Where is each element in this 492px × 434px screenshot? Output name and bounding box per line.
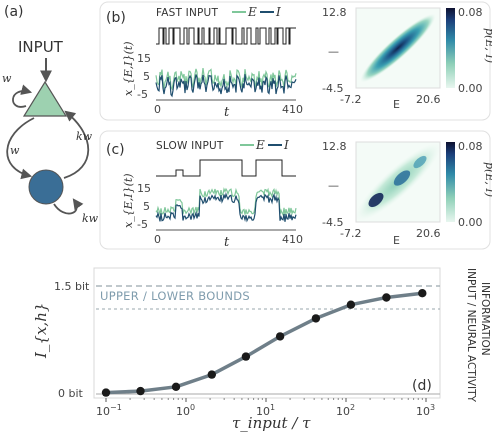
xtick-exp-4: 3 (430, 403, 435, 412)
fast-input-caption: FAST INPUT (156, 7, 218, 19)
info-curve-line (105, 291, 423, 395)
self-excitation-arrow (12, 84, 33, 108)
xtick-label-4: 103 (416, 403, 435, 418)
slow-ytick-15: 15 (137, 182, 151, 195)
info-point-0 (101, 388, 111, 397)
fast-xtick-0: 0 (154, 103, 161, 116)
info-point-7 (346, 300, 356, 309)
xtick-label-3: 102 (336, 403, 355, 418)
slow-input-wave (156, 159, 296, 177)
slow-trace-plot (155, 187, 297, 223)
fast-trace-e (155, 68, 297, 91)
fast-density-ytop: 12.8 (322, 6, 347, 19)
e-to-i-arrow (6, 117, 35, 180)
slow-cbar-bottom: 0.00 (458, 216, 483, 229)
kw-self-label: kw (82, 212, 99, 225)
fast-ytick-15: 15 (137, 52, 151, 65)
ytick-top: 1.5 bit (54, 280, 90, 293)
fast-xlabel: t (224, 105, 230, 120)
slow-ylabel: x_{E,I}(t) (122, 173, 135, 228)
slow-trace-e (155, 187, 297, 217)
slow-xlabel: t (224, 235, 230, 250)
slow-cbar-label: p(E, I) (483, 162, 492, 197)
fast-density-xleft: -7.2 (340, 93, 361, 106)
xtick-exp-3: 2 (350, 403, 355, 412)
info-point-4 (241, 352, 251, 361)
info-point-6 (311, 314, 321, 323)
right-label-line2: INPUT / NEURAL ACTIVITY (465, 268, 477, 403)
panel-d-frame (93, 267, 441, 399)
fast-ytick-m5: -5 (137, 88, 148, 101)
info-xlabel: τ_input / τ (232, 414, 311, 432)
right-label-line1: INFORMATION (479, 282, 491, 356)
info-point-1 (136, 386, 145, 396)
info-point-3 (207, 370, 216, 379)
panel-c-label: (c) (106, 142, 125, 158)
slow-legend-i: I (283, 138, 289, 152)
info-ylabel: I_{x,h} (32, 303, 50, 359)
info-point-2 (171, 382, 181, 391)
i-to-e-arrow (63, 110, 90, 179)
fast-trace-i (155, 74, 297, 98)
info-point-9 (418, 289, 427, 298)
panel-d-label: (d) (412, 378, 432, 394)
panel-b-frame (99, 1, 491, 121)
fast-density-xlabel: E (393, 98, 400, 111)
slow-cbar-top: 0.08 (458, 140, 483, 153)
fast-density-ydash: — (328, 45, 339, 58)
panel-c-frame (99, 130, 491, 250)
fast-density-ybottom: -4.5 (322, 82, 343, 95)
fast-cbar-top: 0.08 (458, 6, 483, 19)
bounds-annotation: UPPER / LOWER BOUNDS (100, 289, 250, 303)
slow-input-signal (156, 159, 296, 177)
fast-density-xright: 20.6 (416, 93, 441, 106)
slow-trace-i (155, 192, 297, 223)
kw-up-label: kw (76, 130, 93, 143)
slow-input-caption: SLOW INPUT (156, 140, 224, 152)
xtick-exp-2: 1 (270, 403, 275, 412)
fast-xtick-410: 410 (282, 103, 303, 116)
fast-trace-plot (155, 68, 297, 98)
slow-xtick-0: 0 (154, 233, 161, 246)
slow-density-ybottom: -4.5 (322, 216, 343, 229)
ytick-bottom: 0 bit (58, 387, 84, 400)
xtick-label-0: 10−1 (96, 403, 122, 418)
panel-a-label: (a) (4, 4, 24, 20)
fast-cbar-label: p(E, I) (483, 28, 492, 63)
slow-legend-e: E (255, 138, 265, 152)
xtick-exp-1: 0 (190, 403, 195, 412)
slow-density-blob (356, 143, 440, 221)
slow-density-ydash: — (328, 179, 339, 192)
input-label: INPUT (18, 38, 64, 56)
fast-input-wave (156, 27, 296, 45)
self-inhibition-arrow (53, 198, 84, 215)
info-point-8 (382, 293, 391, 302)
w-down-label: w (10, 144, 20, 157)
fast-input-signal (156, 27, 296, 45)
fast-ylabel: x_{E,I}(t) (122, 41, 135, 96)
fast-colorbar (446, 8, 455, 88)
excitatory-triangle-icon (22, 80, 68, 117)
slow-density-xleft: -7.2 (340, 227, 361, 240)
slow-colorbar (446, 142, 455, 222)
fast-density-blob (360, 13, 436, 83)
fast-ytick-5: 5 (143, 70, 150, 83)
slow-density-xright: 20.6 (416, 227, 441, 240)
panel-b-label: (b) (106, 10, 126, 26)
w-self-label: w (2, 72, 12, 85)
slow-xtick-410: 410 (282, 233, 303, 246)
slow-ytick-5: 5 (143, 200, 150, 213)
info-point-5 (275, 332, 285, 341)
slow-ytick-m5: -5 (137, 218, 148, 231)
fast-legend-e: E (247, 5, 257, 19)
slow-density-xlabel: E (393, 234, 400, 247)
fast-legend-i: I (275, 5, 281, 19)
inhibitory-circle-icon (28, 169, 64, 205)
xtick-exp-0: −1 (110, 403, 122, 412)
xtick-label-1: 100 (176, 403, 195, 418)
fast-cbar-bottom: 0.00 (458, 82, 483, 95)
slow-density-ytop: 12.8 (322, 140, 347, 153)
